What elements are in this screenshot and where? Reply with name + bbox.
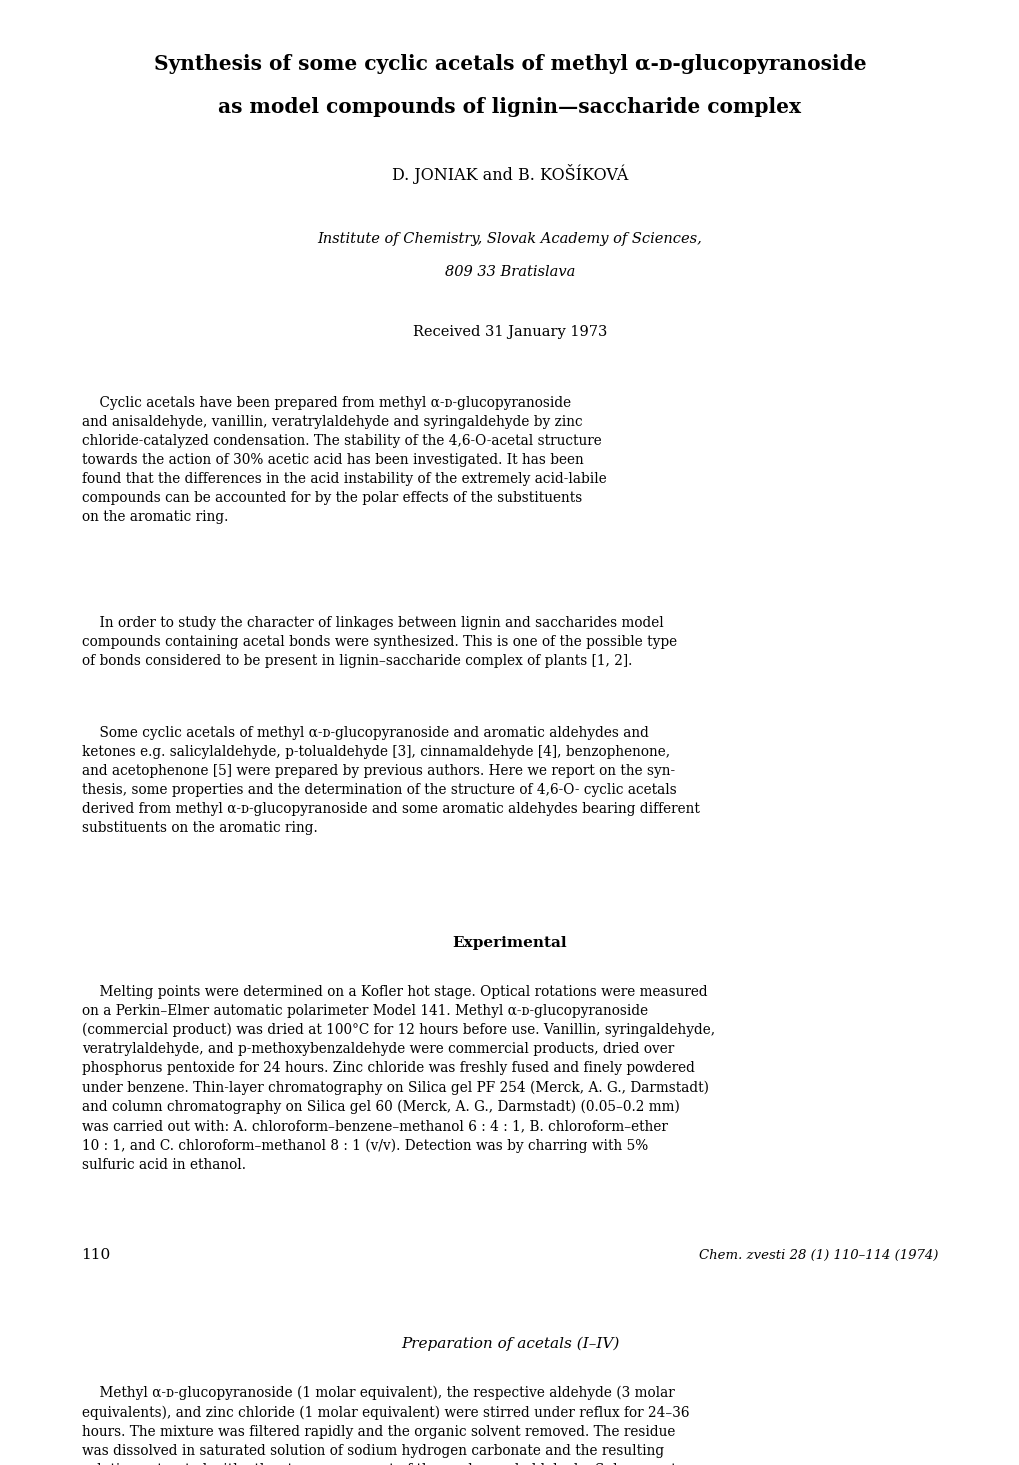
Text: Methyl α-ᴅ-glucopyranoside (1 molar equivalent), the respective aldehyde (3 mola: Methyl α-ᴅ-glucopyranoside (1 molar equi… [82, 1386, 689, 1465]
Text: Melting points were determined on a Kofler hot stage. Optical rotations were mea: Melting points were determined on a Kofl… [82, 984, 714, 1172]
Text: Some cyclic acetals of methyl α-ᴅ-glucopyranoside and aromatic aldehydes and
ket: Some cyclic acetals of methyl α-ᴅ-glucop… [82, 727, 699, 835]
Text: Received 31 January 1973: Received 31 January 1973 [413, 325, 606, 338]
Text: 110: 110 [82, 1248, 111, 1261]
Text: Preparation of acetals (I–IV): Preparation of acetals (I–IV) [400, 1338, 619, 1351]
Text: Experimental: Experimental [452, 936, 567, 949]
Text: D. JONIAK and B. KOŠÍKOVÁ: D. JONIAK and B. KOŠÍKOVÁ [391, 164, 628, 185]
Text: Cyclic acetals have been prepared from methyl α-ᴅ-glucopyranoside
and anisaldehy: Cyclic acetals have been prepared from m… [82, 396, 605, 523]
Text: Chem. zvesti 28 (1) 110–114 (1974): Chem. zvesti 28 (1) 110–114 (1974) [698, 1248, 937, 1261]
Text: Institute of Chemistry, Slovak Academy of Sciences,: Institute of Chemistry, Slovak Academy o… [317, 231, 702, 246]
Text: 809 33 Bratislava: 809 33 Bratislava [444, 265, 575, 280]
Text: Synthesis of some cyclic acetals of methyl α-ᴅ-glucopyranoside: Synthesis of some cyclic acetals of meth… [154, 54, 865, 75]
Text: as model compounds of lignin—saccharide complex: as model compounds of lignin—saccharide … [218, 97, 801, 117]
Text: In order to study the character of linkages between lignin and saccharides model: In order to study the character of linka… [82, 615, 676, 668]
